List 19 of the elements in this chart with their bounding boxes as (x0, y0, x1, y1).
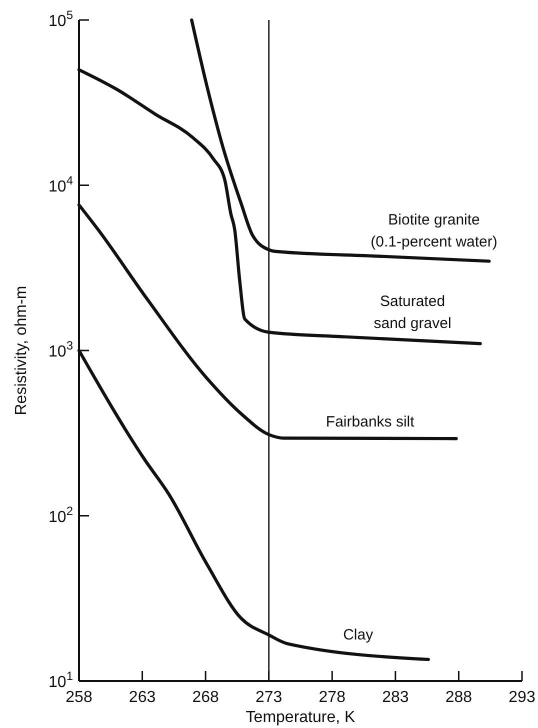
x-tick-label: 288 (445, 689, 472, 706)
series-label: Biotite granite (0.1-percent water) (370, 212, 498, 251)
y-tick-label: 10$^{3}$ (48, 338, 74, 360)
x-tick-label: 283 (382, 689, 409, 706)
x-tick-label: 293 (508, 689, 536, 706)
x-axis-title: Temperature, K (246, 709, 356, 726)
y-axis-title: Resistivity, ohm-m (13, 286, 30, 416)
series-label: Fairbanks silt (326, 413, 416, 430)
y-tick-label: 10$^{5}$ (48, 8, 74, 30)
x-tick-label: 263 (128, 689, 156, 706)
y-tick-label: 10$^{4}$ (48, 173, 74, 196)
y-tick-label: 10$^{1}$ (48, 669, 74, 691)
x-tick-label: 258 (66, 689, 92, 706)
x-tick-label: 268 (192, 689, 220, 706)
series-label: Clay (343, 626, 374, 644)
y-tick-label: 10$^{2}$ (48, 504, 74, 526)
x-tick-label: 278 (318, 689, 346, 706)
series-label: Saturated sand gravel (374, 293, 452, 332)
x-tick-label: 273 (256, 689, 282, 706)
